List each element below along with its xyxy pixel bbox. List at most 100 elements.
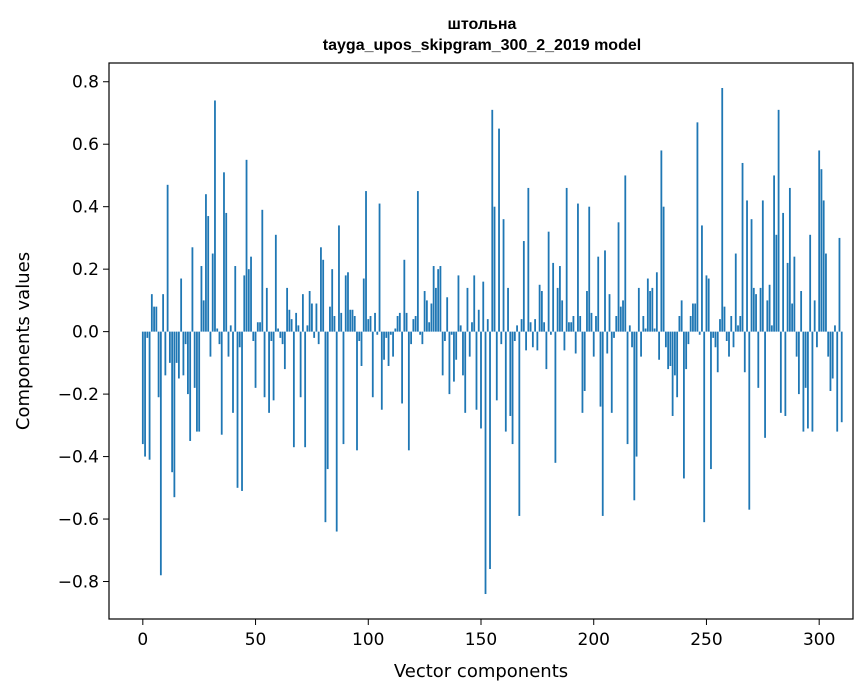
bar (698, 331, 701, 335)
bar (457, 275, 460, 332)
x-axis-ticks: 0 50 100 150 200 250 300 (137, 619, 835, 650)
bar (189, 331, 192, 441)
bar (376, 331, 379, 335)
bar (592, 331, 595, 357)
bar (739, 316, 742, 332)
bar (743, 331, 746, 373)
bar (369, 316, 372, 332)
bar (462, 331, 464, 376)
bar (261, 209, 264, 332)
bar (421, 331, 424, 345)
bar (818, 150, 821, 332)
bar (241, 331, 243, 491)
bar (583, 331, 586, 391)
bar (180, 278, 183, 332)
bar (680, 300, 683, 332)
bar (304, 331, 307, 448)
bar (405, 312, 408, 332)
bar (705, 275, 708, 332)
bar (635, 331, 638, 457)
bar (283, 331, 286, 370)
x-tick-label: 50 (245, 630, 267, 650)
bar (387, 331, 390, 366)
bar (432, 266, 435, 332)
bar (831, 331, 834, 379)
bar (834, 325, 836, 332)
bar (247, 269, 250, 332)
bar (338, 225, 340, 332)
bar (464, 331, 467, 413)
bar (157, 331, 160, 398)
bar (516, 325, 518, 332)
bar (329, 306, 331, 332)
bar (716, 331, 719, 373)
bar (362, 278, 365, 332)
bar (308, 291, 311, 332)
bar (710, 331, 712, 470)
bar (707, 278, 710, 332)
bar (435, 287, 437, 332)
bar (164, 331, 167, 376)
bar (574, 331, 577, 354)
bar (473, 275, 476, 332)
y-tick-label: −0.8 (58, 573, 99, 593)
bar (489, 331, 491, 570)
bar (286, 287, 289, 332)
bar (150, 294, 153, 332)
bar (579, 316, 582, 332)
bar (356, 331, 358, 451)
bar (234, 266, 237, 332)
bar (347, 272, 349, 332)
bar (358, 331, 361, 341)
bar (509, 331, 512, 416)
bar (268, 331, 270, 413)
bar (601, 331, 604, 516)
bar (822, 200, 825, 332)
bar (513, 331, 516, 341)
bar (430, 303, 433, 332)
bar (549, 331, 552, 335)
bar (725, 331, 728, 341)
bar (263, 331, 266, 398)
bar (827, 331, 830, 357)
bar (475, 331, 478, 410)
bar (256, 322, 259, 332)
bar (259, 322, 261, 332)
bar (367, 319, 370, 332)
bar (669, 331, 672, 366)
bar (563, 331, 566, 351)
bar (414, 316, 417, 332)
bar (807, 331, 809, 429)
bar (227, 331, 230, 357)
bar (683, 331, 685, 479)
bar (649, 291, 651, 332)
bar (777, 109, 780, 332)
bar (232, 331, 234, 413)
bar (270, 331, 273, 341)
bar (223, 172, 225, 332)
bar (385, 331, 388, 338)
x-axis-label: Vector components (394, 661, 568, 682)
bar (315, 303, 318, 332)
bar (829, 331, 832, 391)
bar (450, 331, 453, 335)
bar (561, 300, 564, 332)
bar (238, 331, 241, 348)
bar (588, 206, 591, 332)
bar (446, 297, 449, 332)
bar (486, 319, 489, 332)
bar (265, 287, 268, 332)
bar (419, 331, 422, 335)
bar (703, 331, 706, 523)
bar (723, 306, 726, 332)
bar (714, 331, 717, 348)
bar (274, 234, 277, 332)
bar (148, 331, 151, 460)
bar (732, 331, 735, 348)
bar (773, 175, 775, 332)
bar (448, 331, 451, 395)
bar (191, 247, 194, 332)
bar (628, 325, 631, 332)
bar (292, 331, 295, 448)
bar (173, 331, 176, 498)
